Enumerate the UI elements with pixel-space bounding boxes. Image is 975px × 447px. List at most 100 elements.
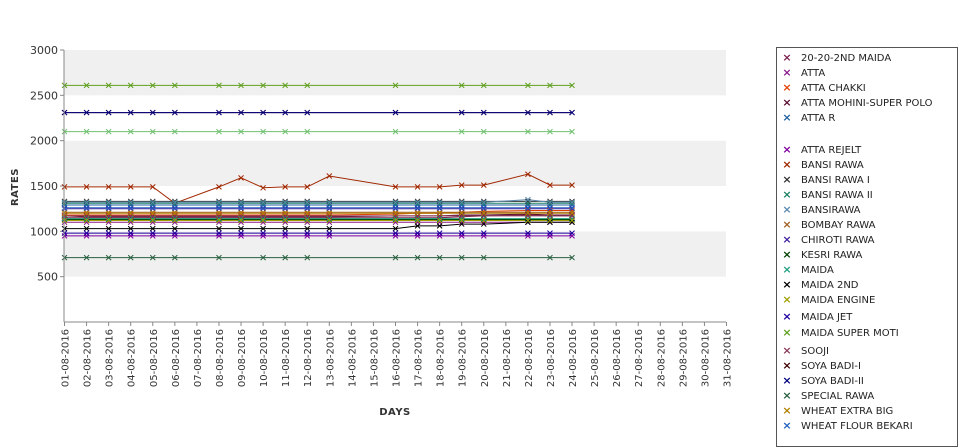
x-tick-label: 20-08-2016 <box>480 329 491 387</box>
data-point <box>569 109 575 116</box>
legend-label: BANSI RAWA <box>801 160 864 171</box>
legend-label: ATTA <box>801 68 826 79</box>
data-point <box>525 171 531 178</box>
data-point <box>216 205 222 212</box>
legend-marker-icon: × <box>782 143 792 156</box>
x-tick-label: 05-08-2016 <box>149 329 160 387</box>
data-point <box>326 217 333 224</box>
data-point <box>458 200 465 207</box>
data-point <box>458 205 465 212</box>
data-point <box>304 82 311 89</box>
series-line <box>64 221 572 230</box>
legend-label: ATTA R <box>801 113 836 124</box>
data-point <box>326 198 333 205</box>
data-point <box>326 225 333 232</box>
data-point <box>83 204 90 211</box>
data-point <box>105 225 112 232</box>
data-point <box>392 200 399 207</box>
data-point <box>83 82 90 89</box>
data-point <box>304 217 311 224</box>
data-point <box>392 199 399 206</box>
data-point <box>304 128 311 135</box>
data-point <box>260 200 266 207</box>
legend-label: BANSI RAWA I <box>801 175 870 186</box>
data-point <box>105 199 112 206</box>
data-point <box>149 210 156 217</box>
data-point <box>458 109 465 116</box>
data-point <box>282 199 289 206</box>
data-point <box>238 230 244 237</box>
data-point <box>525 196 531 203</box>
data-point <box>569 82 575 89</box>
data-point <box>149 204 156 211</box>
data-point <box>260 225 266 232</box>
legend-item: × ATTA MOHINI-SUPER POLO <box>777 96 957 111</box>
data-point <box>547 182 553 188</box>
data-point <box>149 184 156 190</box>
x-axis-ticks: 01-08-2016 02-08-2016 03-08-2016 04-08-2016… <box>61 322 734 387</box>
data-point <box>569 217 575 224</box>
data-point <box>149 225 156 232</box>
legend-item: × MAIDA 2ND <box>777 278 957 293</box>
x-tick-label: 17-08-2016 <box>414 329 425 387</box>
data-point <box>127 254 134 261</box>
data-point <box>392 109 399 116</box>
data-point <box>171 225 178 232</box>
data-point <box>480 200 487 207</box>
data-point <box>171 128 178 135</box>
x-tick-label: 31-08-2016 <box>723 329 734 387</box>
data-point <box>83 184 90 190</box>
data-point <box>105 254 112 261</box>
data-point <box>282 82 289 89</box>
data-point <box>216 82 222 89</box>
legend-item: × BANSI RAWA II <box>777 188 957 203</box>
data-point <box>149 199 156 206</box>
x-tick-label: 19-08-2016 <box>458 329 469 387</box>
data-point <box>238 225 244 232</box>
legend-marker-icon: × <box>782 248 792 261</box>
data-point <box>458 82 465 89</box>
data-point <box>83 210 90 217</box>
data-point <box>414 198 421 205</box>
legend-label: ATTA REJELT <box>801 145 862 156</box>
data-point <box>238 210 244 217</box>
x-tick-label: 22-08-2016 <box>524 329 535 387</box>
x-tick-label: 12-08-2016 <box>303 329 314 387</box>
data-point <box>171 205 178 212</box>
data-point <box>458 217 465 224</box>
legend-item: × KESRI RAWA <box>777 248 957 263</box>
data-point <box>304 210 311 217</box>
data-point <box>238 205 244 212</box>
data-point <box>569 200 575 207</box>
data-point <box>238 204 244 211</box>
data-point <box>149 200 156 207</box>
data-point <box>547 219 553 226</box>
data-point <box>436 198 443 205</box>
data-point <box>171 109 178 116</box>
legend-label: WHEAT FLOUR BEKARI <box>801 421 913 432</box>
data-point <box>260 184 266 191</box>
legend-label: MAIDA SUPER MOTI <box>801 328 899 339</box>
x-tick-label: 27-08-2016 <box>634 329 645 387</box>
data-point <box>414 205 421 212</box>
data-point <box>458 199 465 206</box>
x-tick-label: 07-08-2016 <box>193 329 204 387</box>
data-point <box>525 230 531 237</box>
legend-item: × SOOJI <box>777 344 957 359</box>
data-point <box>480 128 487 135</box>
data-point <box>569 219 575 226</box>
data-point <box>458 204 465 211</box>
data-point <box>414 223 421 229</box>
legend-marker-icon: × <box>782 96 792 109</box>
data-point <box>414 217 421 224</box>
data-point <box>458 230 465 237</box>
data-point <box>547 82 553 89</box>
legend-label: BANSIRAWA <box>801 205 861 216</box>
data-point <box>171 254 178 261</box>
data-point <box>326 173 333 179</box>
legend-marker-icon: × <box>782 66 792 79</box>
data-point <box>260 204 266 211</box>
data-point <box>392 210 399 217</box>
data-point <box>569 210 575 217</box>
data-point <box>83 254 90 261</box>
